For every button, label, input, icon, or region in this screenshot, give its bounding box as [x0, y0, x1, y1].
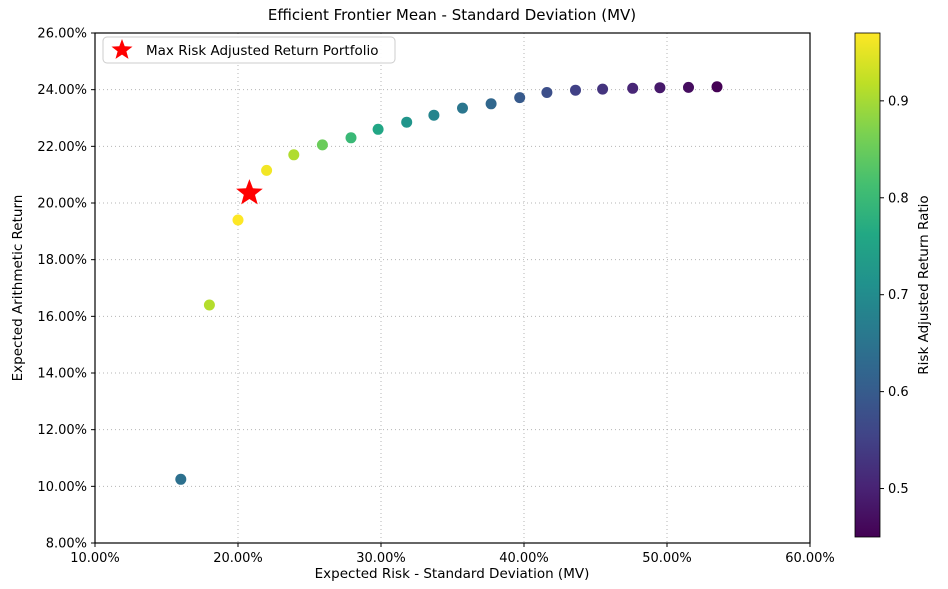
colorbar-label: Risk Adjusted Return Ratio — [916, 195, 932, 374]
gridlines — [94, 32, 811, 544]
colorbar-tick-label: 0.5 — [888, 482, 909, 497]
y-tick-label: 10.00% — [37, 480, 87, 495]
scatter-point-7 — [372, 123, 384, 135]
scatter-point-0 — [175, 473, 187, 485]
scatter-point-5 — [316, 139, 328, 151]
y-tick-label: 24.00% — [37, 83, 87, 98]
scatter-point-19 — [711, 81, 723, 93]
colorbar: 0.5 0.6 0.7 0.8 0.9 Risk Adjusted Return Rat… — [854, 32, 932, 538]
scatter-point-4 — [288, 149, 300, 161]
scatter-point-3 — [261, 164, 273, 176]
x-axis: 10.00% 20.00% 30.00% 40.00% 50.00% 60.00% — [70, 543, 835, 566]
y-axis: 8.00% 10.00% 12.00% 14.00% 16.00% 18.00% 20.00… — [37, 27, 95, 552]
x-tick-label: 60.00% — [785, 551, 835, 566]
plot-frame — [94, 32, 811, 544]
scatter-point-9 — [428, 109, 440, 121]
scatter-point-8 — [401, 116, 413, 128]
colorbar-ticks: 0.5 0.6 0.7 0.8 0.9 — [880, 94, 909, 497]
colorbar-tick-label: 0.9 — [888, 94, 909, 109]
legend-star-icon — [111, 39, 133, 59]
y-tick-label: 14.00% — [37, 367, 87, 382]
scatter-point-12 — [514, 92, 526, 104]
colorbar-tick-label: 0.6 — [888, 385, 909, 400]
colorbar-tick-label: 0.7 — [888, 288, 909, 303]
colorbar-tick-label: 0.8 — [888, 191, 909, 206]
legend: Max Risk Adjusted Return Portfolio — [102, 36, 396, 64]
x-tick-label: 20.00% — [213, 551, 263, 566]
max-ratio-star — [236, 179, 263, 205]
y-tick-label: 8.00% — [46, 537, 87, 552]
x-tick-label: 50.00% — [642, 551, 692, 566]
x-tick-label: 40.00% — [499, 551, 549, 566]
max-ratio-star-marker — [236, 179, 263, 205]
scatter-point-11 — [485, 98, 497, 110]
legend-entry-label: Max Risk Adjusted Return Portfolio — [146, 43, 378, 59]
x-tick-label: 10.00% — [70, 551, 120, 566]
chart-title: Efficient Frontier Mean - Standard Devia… — [268, 6, 636, 24]
y-tick-label: 22.00% — [37, 140, 87, 155]
y-axis-label: Expected Arithmetic Return — [10, 195, 26, 382]
scatter-point-18 — [683, 81, 694, 93]
scatter-points — [175, 81, 723, 485]
y-tick-label: 18.00% — [37, 253, 87, 268]
y-tick-label: 20.00% — [37, 197, 87, 212]
legend-star — [111, 39, 133, 59]
scatter-point-14 — [570, 84, 581, 96]
x-axis-label: Expected Risk - Standard Deviation (MV) — [315, 566, 590, 582]
scatter-point-17 — [654, 82, 666, 94]
scatter-point-1 — [203, 299, 215, 311]
scatter-point-15 — [597, 83, 609, 95]
scatter-point-6 — [345, 132, 357, 144]
colorbar-gradient — [854, 32, 881, 538]
scatter-point-16 — [627, 82, 639, 94]
scatter-point-10 — [457, 102, 468, 114]
legend-box — [102, 36, 396, 64]
y-tick-label: 12.00% — [37, 423, 87, 438]
scatter-point-2 — [232, 214, 244, 226]
scatter-point-13 — [541, 87, 553, 98]
x-tick-label: 30.00% — [356, 551, 406, 566]
y-tick-label: 16.00% — [37, 310, 87, 325]
y-tick-label: 26.00% — [37, 27, 87, 42]
